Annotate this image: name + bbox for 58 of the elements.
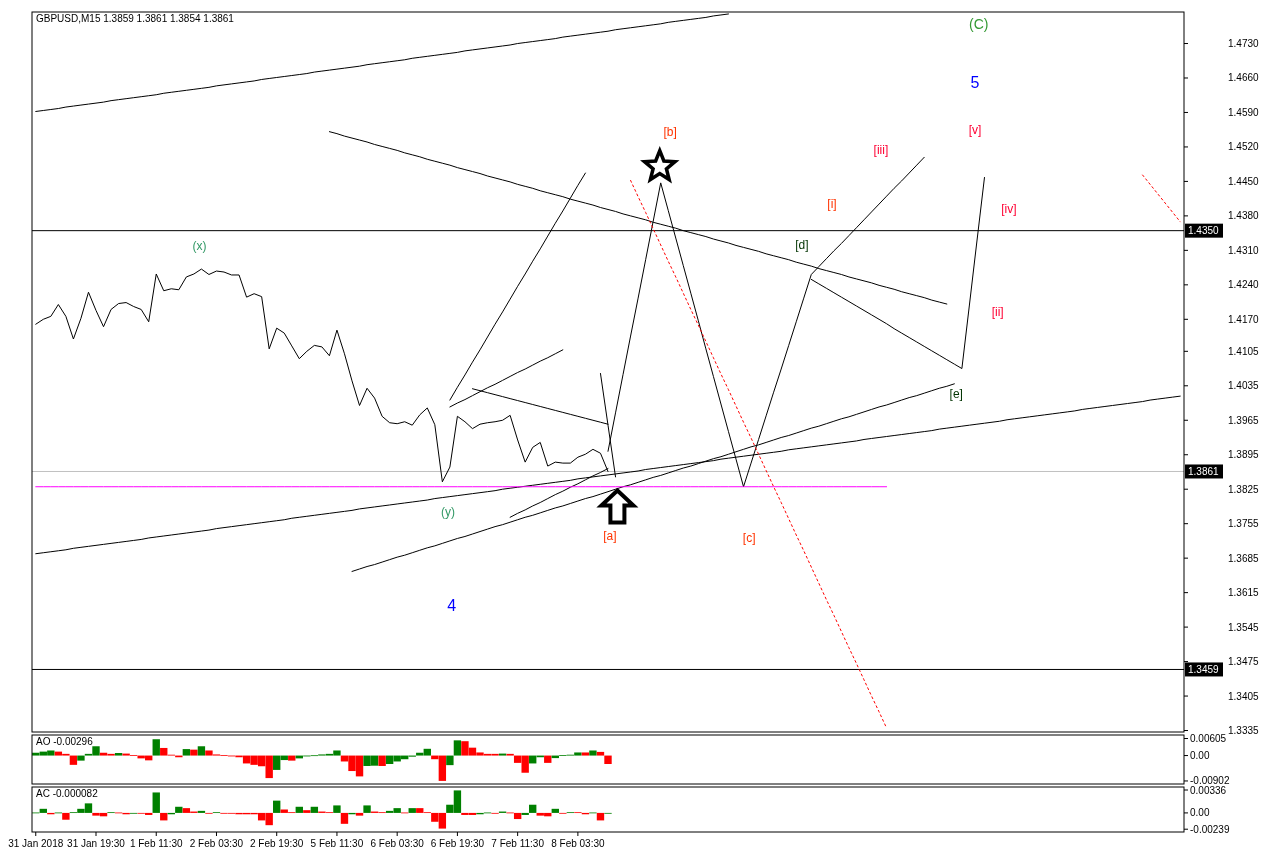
annotation: 5 (970, 74, 980, 92)
y-tick-label: 1.3685 (1228, 552, 1260, 564)
y-tick-label: 1.3335 (1228, 725, 1260, 737)
y-tick-label: 1.3475 (1228, 656, 1260, 668)
annotation: [i] (827, 197, 837, 212)
x-tick-label: 2 Feb 19:30 (250, 838, 304, 849)
ref-line-label: 1.4350 (1188, 225, 1220, 237)
annotation: [b] (663, 125, 677, 140)
chart-title: AO -0.00296 (36, 736, 94, 747)
x-tick-label: 5 Feb 11:30 (310, 838, 364, 849)
annotation: (y) (441, 505, 455, 520)
annotation: [iii] (873, 142, 889, 157)
annotation: [v] (968, 123, 982, 138)
x-tick-label: 2 Feb 03:30 (189, 838, 244, 849)
x-tick-label: 31 Jan 19:30 (67, 838, 126, 849)
y-tick-label: 1.3895 (1228, 449, 1260, 461)
x-tick-label: 6 Feb 19:30 (430, 838, 485, 849)
y-tick-label: 1.3545 (1228, 621, 1260, 633)
y-tick-label: 1.3755 (1228, 518, 1260, 530)
y-tick-label: 1.4035 (1228, 380, 1260, 392)
chart-title: GBPUSD,M15 1.3859 1.3861 1.3854 1.3861 (36, 13, 235, 24)
y-tick-label: 1.4450 (1228, 175, 1260, 187)
annotation: (x) (192, 239, 207, 254)
x-tick-label: 7 Feb 11:30 (491, 838, 545, 849)
ref-line-label: 1.3861 (1188, 465, 1220, 477)
annotation: [ii] (991, 305, 1004, 320)
y-tick-label: 1.4380 (1228, 210, 1260, 222)
y-tick-label: 1.3615 (1228, 587, 1260, 599)
y-tick-label: 1.4520 (1228, 141, 1260, 153)
y-tick-label: 1.4660 (1228, 72, 1260, 84)
y-tick-label: 0.00 (1190, 807, 1210, 819)
x-tick-label: 8 Feb 03:30 (551, 838, 606, 849)
annotation: (C) (969, 15, 989, 32)
annotation: [a] (603, 528, 617, 543)
y-tick-label: 0.00605 (1190, 733, 1227, 745)
y-tick-label: 0.00336 (1190, 784, 1227, 796)
y-tick-label: -0.00239 (1190, 823, 1230, 835)
y-tick-label: 1.4310 (1228, 244, 1260, 256)
y-tick-label: -0.00902 (1190, 775, 1230, 787)
y-tick-label: 0.00 (1190, 750, 1210, 762)
y-tick-label: 1.3965 (1228, 414, 1260, 426)
ref-line-label: 1.3459 (1188, 663, 1220, 675)
y-tick-label: 1.4105 (1228, 345, 1260, 357)
chart-title: AC -0.000082 (36, 788, 99, 799)
y-tick-label: 1.3405 (1228, 690, 1260, 702)
y-tick-label: 1.4240 (1228, 279, 1260, 291)
y-tick-label: 1.4590 (1228, 106, 1260, 118)
annotation: [c] (742, 530, 756, 545)
annotation: [e] (949, 387, 963, 402)
annotation: 4 (447, 597, 457, 615)
y-tick-label: 1.3825 (1228, 483, 1260, 495)
x-tick-label: 1 Feb 11:30 (129, 838, 183, 849)
x-tick-label: 31 Jan 2018 (8, 838, 64, 849)
y-tick-label: 1.4730 (1228, 38, 1260, 50)
y-tick-label: 1.4170 (1228, 313, 1260, 325)
annotation: [iv] (1001, 201, 1017, 216)
annotation: [d] (795, 238, 809, 253)
x-tick-label: 6 Feb 03:30 (370, 838, 425, 849)
